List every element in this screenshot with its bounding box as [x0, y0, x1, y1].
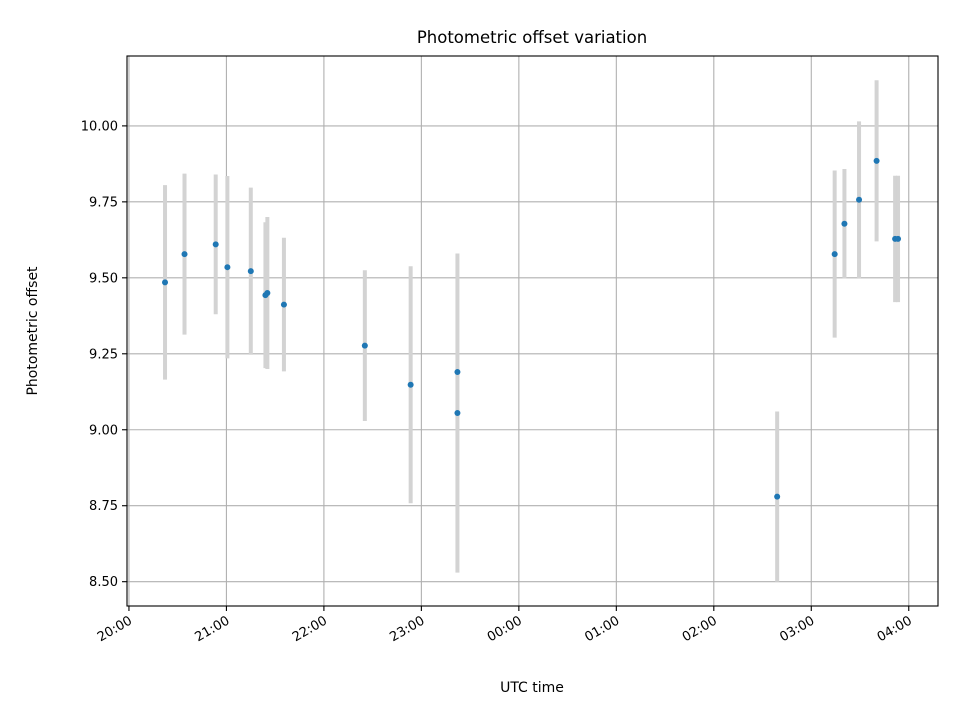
y-tick-label: 9.00 [89, 423, 118, 438]
data-point [407, 381, 414, 388]
y-tick-label: 8.50 [89, 575, 118, 590]
y-tick-label: 8.75 [89, 499, 118, 514]
grid-layer [127, 56, 938, 606]
data-point [264, 290, 271, 297]
y-tick-label: 9.25 [89, 347, 118, 362]
data-point [224, 264, 231, 271]
data-point [873, 157, 880, 164]
point-layer [162, 157, 902, 500]
data-point [247, 268, 254, 275]
data-point [774, 493, 781, 500]
data-point [212, 241, 219, 248]
x-axis-label: UTC time [500, 680, 564, 696]
y-tick-label: 10.00 [81, 119, 118, 134]
data-point [181, 251, 188, 258]
data-point [895, 235, 902, 242]
y-tick-label: 9.75 [89, 195, 118, 210]
plot-frame [126, 55, 939, 607]
chart-title: Photometric offset variation [417, 28, 647, 47]
data-point [162, 279, 169, 286]
data-point [454, 369, 461, 376]
data-point [454, 410, 461, 417]
data-point [841, 220, 848, 227]
data-point [831, 251, 838, 258]
y-tick-label: 9.50 [89, 271, 118, 286]
y-axis-label: Photometric offset [25, 266, 41, 396]
data-point [280, 301, 287, 308]
data-point [361, 342, 368, 349]
data-point [856, 196, 863, 203]
